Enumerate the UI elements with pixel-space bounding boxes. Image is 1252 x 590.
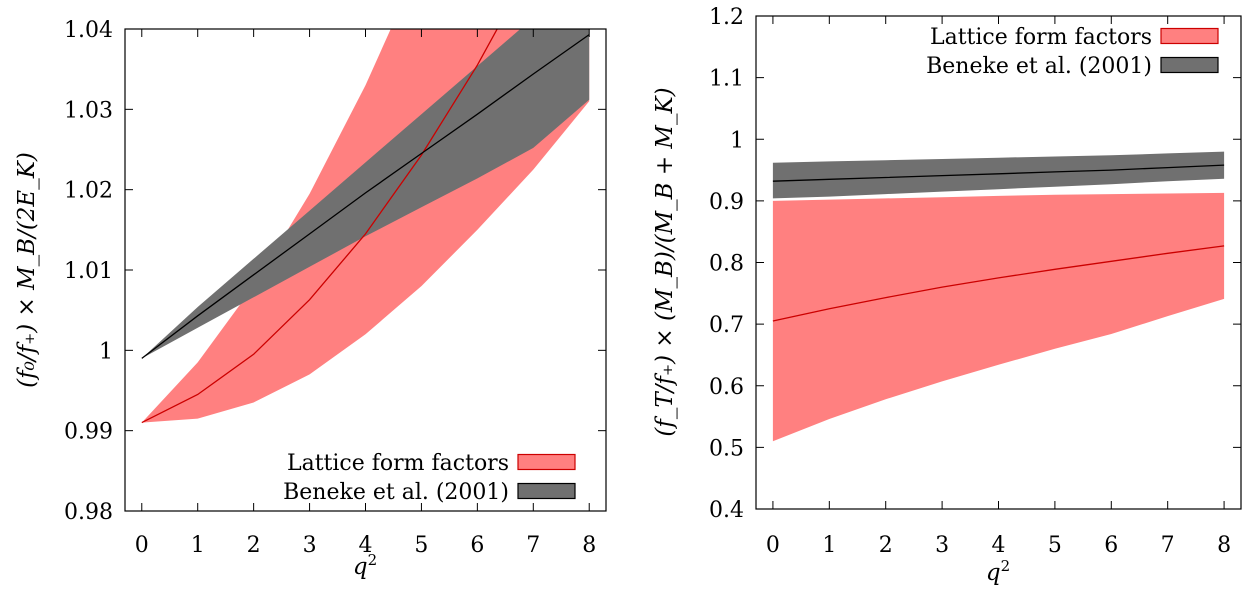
chart-ratio-f0-xtick-label: 1	[191, 533, 205, 558]
chart-ratio-fT-xtick-label: 0	[766, 533, 780, 558]
chart-ratio-fT-xtick-label: 1	[822, 533, 836, 558]
chart-ratio-f0-legend-swatch-1	[518, 484, 575, 499]
chart-ratio-f0-bands	[142, 0, 589, 423]
chart-ratio-f0-legend-label-0: Lattice form factors	[287, 451, 509, 476]
chart-ratio-f0-xlabel: q2	[353, 551, 377, 580]
chart-ratio-f0-xtick-label: 5	[414, 533, 428, 558]
chart-ratio-fT-ytick-label: 0.6	[709, 375, 744, 400]
chart-ratio-fT-ytick-label: 0.8	[709, 252, 744, 277]
chart-ratio-fT-xtick-label: 6	[1104, 533, 1118, 558]
chart-ratio-fT-ytick-label: 0.9	[709, 190, 744, 215]
chart-ratio-fT-legend-label-1: Beneke et al. (2001)	[926, 54, 1152, 79]
chart-ratio-f0-ytick-label: 1.03	[64, 98, 113, 123]
chart-ratio-fT-legend-swatch-0	[1161, 29, 1218, 44]
chart-ratio-fT-xtick-label: 7	[1161, 533, 1175, 558]
chart-ratio-f0-xtick-label: 7	[526, 533, 540, 558]
chart-ratio-fT-xtick-label: 8	[1217, 533, 1231, 558]
chart-ratio-f0-xtick-label: 6	[470, 533, 484, 558]
chart-ratio-f0-ylabel: (f₀/f₊) × M_B/(2E_K)	[14, 152, 40, 388]
chart-ratio-fT-xtick-label: 4	[992, 533, 1006, 558]
chart-ratio-fT-ytick-label: 1.2	[709, 5, 744, 30]
chart-ratio-fT-xlabel: q2	[986, 557, 1010, 586]
chart-ratio-fT-xtick-label: 3	[935, 533, 949, 558]
chart-ratio-fT-bands	[773, 152, 1224, 442]
chart-ratio-fT-ytick-label: 1	[730, 128, 744, 153]
chart-ratio-fT-legend-swatch-1	[1161, 58, 1218, 73]
chart-ratio-f0-ytick-label: 1	[99, 339, 113, 364]
chart-ratio-fT-ytick-label: 1.1	[709, 67, 744, 92]
chart-ratio-f0-xtick-label: 8	[582, 533, 596, 558]
chart-ratio-f0-ytick-label: 0.98	[64, 500, 113, 525]
chart-ratio-f0-ytick-label: 1.01	[64, 259, 113, 284]
chart-ratio-f0-xtick-label: 0	[135, 533, 149, 558]
chart-ratio-fT: 0 1 2 3 4 5 6 7 8 0.4 0.5 0.6 0.7 0.8 0.9 1 1.1 1.2 q2 (f…	[652, 5, 1241, 586]
chart-ratio-f0-xtick-label: 2	[247, 533, 261, 558]
chart-ratio-f0-legend-label-1: Beneke et al. (2001)	[283, 480, 509, 505]
chart-ratio-fT-legend: Lattice form factors Beneke et al. (2001)	[926, 25, 1218, 79]
chart-ratio-fT-ylabel: (f_T/f₊) × (M_B)/(M_B + M_K)	[652, 87, 678, 436]
chart-ratio-f0-xtick-label: 3	[303, 533, 317, 558]
chart-ratio-fT-legend-label-0: Lattice form factors	[930, 25, 1152, 50]
chart-ratio-f0-ytick-label: 1.02	[64, 179, 113, 204]
chart-ratio-f0-legend-swatch-0	[518, 455, 575, 470]
chart-ratio-f0-ytick-label: 0.99	[64, 420, 113, 445]
chart-ratio-fT-band-1	[773, 152, 1224, 199]
chart-ratio-fT-band-0	[773, 193, 1224, 441]
chart-ratio-fT-ytick-label: 0.7	[709, 313, 744, 338]
chart-ratio-f0-legend: Lattice form factors Beneke et al. (2001)	[283, 451, 575, 505]
chart-ratio-f0-ytick-label: 1.04	[64, 18, 113, 43]
chart-ratio-fT-ytick-label: 0.4	[709, 498, 744, 523]
chart-ratio-fT-xtick-label: 2	[879, 533, 893, 558]
chart-ratio-fT-xtick-label: 5	[1048, 533, 1062, 558]
chart-ratio-fT-ytick-label: 0.5	[709, 436, 744, 461]
